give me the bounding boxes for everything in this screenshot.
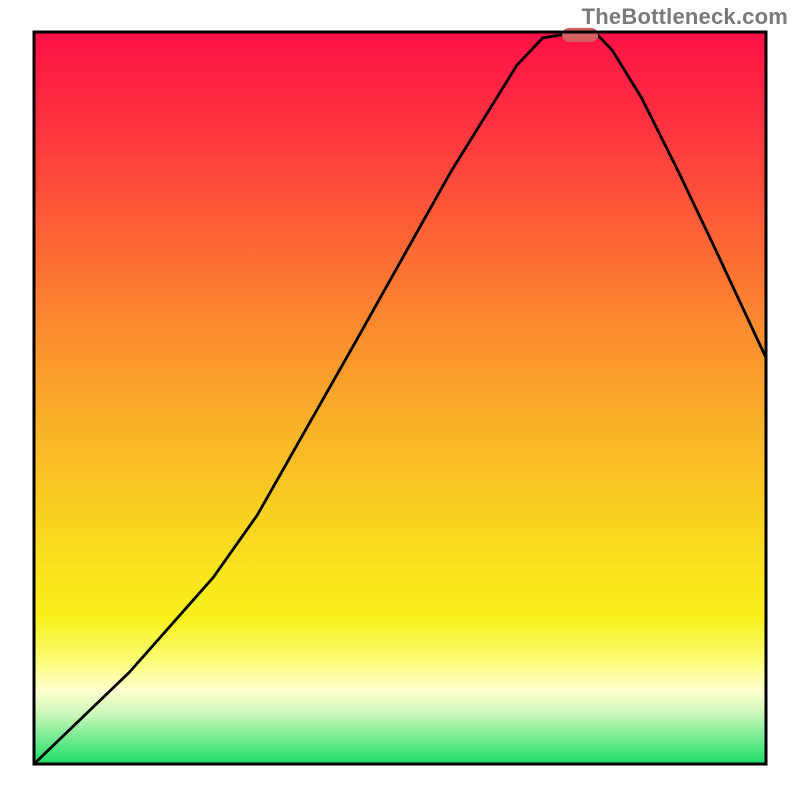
optimal-marker [562,28,598,42]
bottleneck-chart [0,0,800,800]
chart-container: { "watermark": { "text": "TheBottleneck.… [0,0,800,800]
